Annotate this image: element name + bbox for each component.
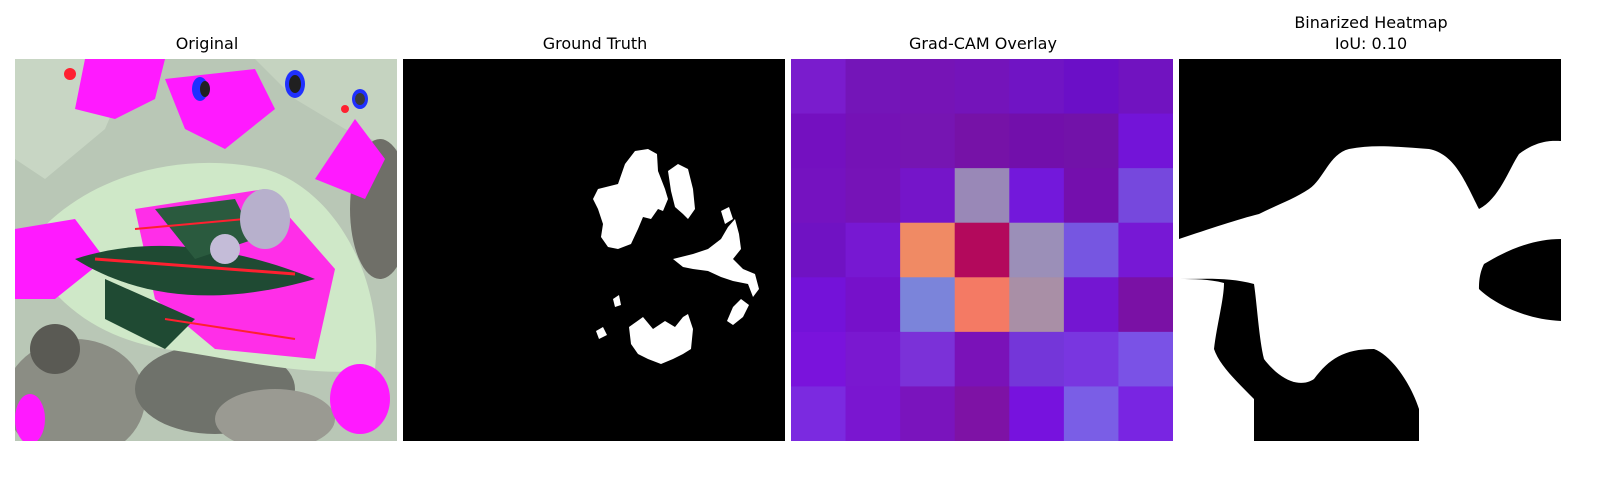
binarized-heatmap — [1179, 59, 1561, 441]
gradcam-cell — [900, 222, 956, 278]
gradcam-cell — [791, 277, 847, 333]
panel-gradcam-overlay: Grad-CAM Overlay — [791, 0, 1175, 500]
gradcam-cell — [845, 331, 901, 387]
gradcam-cell — [1009, 113, 1065, 169]
gradcam-cell — [1118, 386, 1173, 441]
gradcam-cell — [1118, 331, 1173, 387]
gradcam-cell — [954, 331, 1010, 387]
gradcam-cell — [954, 277, 1010, 333]
panel-title: Grad-CAM Overlay — [909, 34, 1057, 53]
binarized-heatmap-image — [1179, 59, 1561, 441]
gradcam-cell — [1009, 168, 1065, 224]
gradcam-cell — [791, 113, 847, 169]
gradcam-cell — [954, 59, 1010, 115]
original-image — [15, 59, 397, 441]
gradcam-cell — [1063, 113, 1119, 169]
gradcam-cell — [1063, 168, 1119, 224]
gradcam-cell — [1063, 277, 1119, 333]
gradcam-cell — [1118, 59, 1173, 115]
gradcam-cell — [791, 59, 847, 115]
ground-truth-mask — [403, 59, 785, 441]
gradcam-cell — [1009, 59, 1065, 115]
gradcam-cell — [900, 331, 956, 387]
gradcam-cell — [791, 222, 847, 278]
gradcam-cell — [1118, 222, 1173, 278]
ground-truth-mask-image — [403, 59, 785, 441]
iou-score: IoU: 0.10 — [1334, 34, 1408, 53]
gradcam-cell — [1063, 331, 1119, 387]
gradcam-cell — [1118, 113, 1173, 169]
gradcam-cell — [791, 386, 847, 441]
gradcam-cell — [900, 113, 956, 169]
gradcam-cell — [1063, 222, 1119, 278]
gradcam-cell — [1009, 277, 1065, 333]
gradcam-cell — [1063, 386, 1119, 441]
gradcam-overlay — [791, 59, 1173, 441]
panel-ground-truth: Ground Truth — [403, 0, 787, 500]
gradcam-cell — [954, 222, 1010, 278]
gradcam-cell — [791, 168, 847, 224]
gradcam-cell — [791, 331, 847, 387]
gradcam-heatmap-grid — [791, 59, 1173, 441]
gradcam-cell — [954, 113, 1010, 169]
gradcam-cell — [1009, 386, 1065, 441]
gradcam-cell — [845, 222, 901, 278]
panel-title: Original — [175, 34, 239, 53]
original-leaf-image — [15, 59, 397, 441]
gradcam-cell — [900, 168, 956, 224]
gradcam-cell — [845, 277, 901, 333]
panel-title: Ground Truth — [542, 34, 648, 53]
gradcam-cell — [1009, 222, 1065, 278]
gradcam-cell — [1118, 277, 1173, 333]
gradcam-cell — [954, 386, 1010, 441]
panel-title: Binarized Heatmap — [1294, 13, 1448, 32]
gradcam-cell — [1118, 168, 1173, 224]
panel-original: Original — [15, 0, 399, 500]
gradcam-cell — [845, 386, 901, 441]
gradcam-cell — [900, 277, 956, 333]
gradcam-cell — [1009, 331, 1065, 387]
gradcam-cell — [845, 168, 901, 224]
gradcam-cell — [845, 113, 901, 169]
panel-binarized-heatmap: Binarized Heatmap IoU: 0.10 — [1179, 0, 1563, 500]
gradcam-cell — [1063, 59, 1119, 115]
gradcam-cell — [900, 386, 956, 441]
gradcam-cell — [845, 59, 901, 115]
gradcam-cell — [954, 168, 1010, 224]
gradcam-cell — [900, 59, 956, 115]
